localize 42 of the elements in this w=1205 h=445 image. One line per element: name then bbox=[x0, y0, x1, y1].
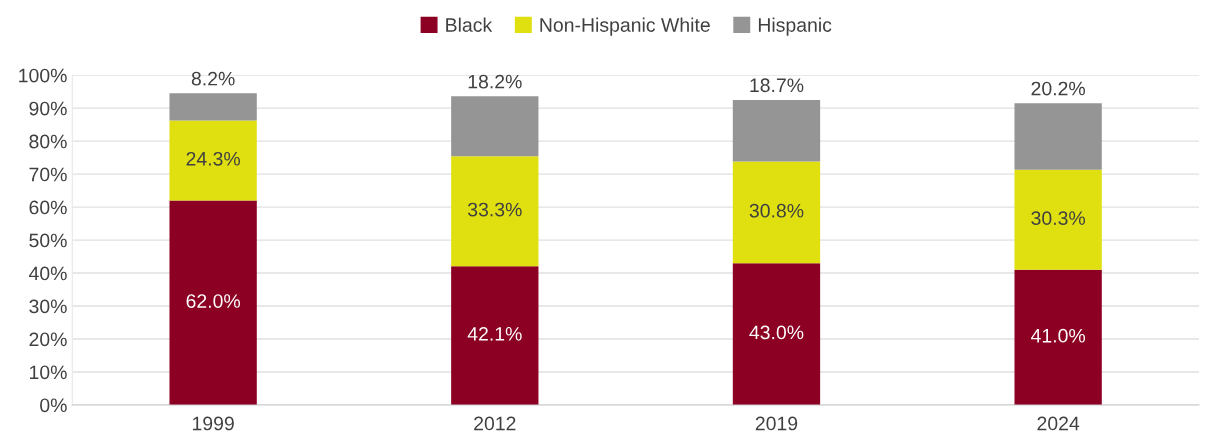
bar bbox=[732, 263, 821, 405]
data-label: 24.3% bbox=[186, 151, 241, 166]
y-tick-label: 40% bbox=[28, 266, 67, 281]
bar bbox=[732, 161, 821, 264]
y-tick-label: 70% bbox=[29, 167, 67, 182]
y-tick-label: 50% bbox=[29, 233, 67, 248]
x-tick-label: 1999 bbox=[192, 416, 234, 431]
y-tick-label: 0% bbox=[40, 398, 67, 413]
bar bbox=[451, 96, 539, 157]
data-label: 8.2% bbox=[191, 71, 235, 86]
bar bbox=[169, 93, 257, 121]
data-label: 42.1% bbox=[467, 326, 522, 341]
data-label: 30.8% bbox=[749, 203, 804, 218]
y-tick-label: 30% bbox=[29, 299, 67, 314]
data-label: 62.0% bbox=[186, 294, 241, 308]
y-tick-label: 90% bbox=[29, 101, 67, 116]
x-tick-label: 2012 bbox=[474, 416, 516, 431]
data-label: 33.3% bbox=[467, 202, 522, 217]
bar bbox=[169, 120, 257, 201]
legend-label: Non-Hispanic White bbox=[540, 17, 710, 36]
bar bbox=[1014, 103, 1102, 170]
bar bbox=[451, 156, 539, 267]
bar bbox=[169, 200, 257, 405]
data-label: 18.2% bbox=[468, 74, 522, 89]
data-label: 18.7% bbox=[750, 78, 804, 93]
legend-label: Hispanic bbox=[758, 17, 832, 36]
data-label: 30.3% bbox=[1031, 211, 1086, 226]
bar bbox=[1014, 169, 1102, 270]
y-tick-label: 20% bbox=[29, 332, 67, 347]
x-tick-label: 2024 bbox=[1037, 416, 1080, 431]
data-label: 43.0% bbox=[749, 325, 804, 340]
data-label: 20.2% bbox=[1031, 81, 1086, 96]
y-tick-label: 60% bbox=[29, 200, 67, 215]
bar bbox=[732, 99, 821, 162]
x-tick-label: 2019 bbox=[755, 416, 798, 431]
y-tick-label: 80% bbox=[29, 134, 67, 149]
y-tick-label: 10% bbox=[30, 365, 67, 380]
bar bbox=[451, 266, 539, 405]
y-tick-label: 100% bbox=[19, 68, 67, 83]
legend-label: Black bbox=[446, 17, 493, 32]
data-label: 41.0% bbox=[1031, 328, 1086, 343]
bar bbox=[1014, 269, 1102, 405]
